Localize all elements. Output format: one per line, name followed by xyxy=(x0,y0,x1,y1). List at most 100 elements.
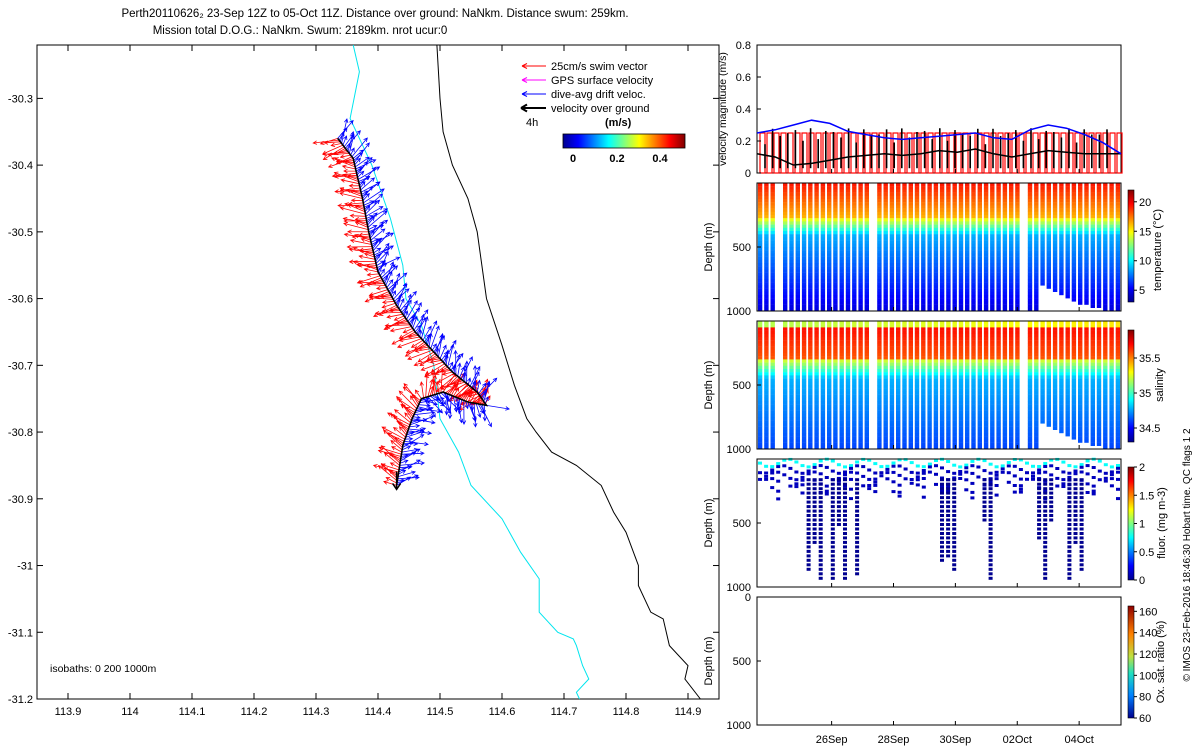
data-point xyxy=(783,413,788,418)
data-point xyxy=(965,304,970,308)
data-point xyxy=(1059,237,1064,241)
data-point xyxy=(808,333,813,338)
data-point xyxy=(808,231,813,235)
data-point xyxy=(921,413,926,418)
data-point xyxy=(914,266,920,270)
data-point xyxy=(1103,266,1108,270)
swim-arrow xyxy=(347,203,366,213)
data-point xyxy=(977,205,982,209)
data-point xyxy=(983,436,989,440)
data-point xyxy=(814,365,819,370)
data-point xyxy=(1052,343,1058,347)
data-point xyxy=(764,234,769,238)
swim-arrow xyxy=(340,178,360,185)
data-point xyxy=(814,221,819,225)
data-point xyxy=(864,240,869,244)
data-point xyxy=(795,195,800,200)
data-point xyxy=(1046,381,1051,386)
data-point xyxy=(808,291,813,296)
data-point xyxy=(1046,250,1051,254)
data-point xyxy=(814,247,819,251)
data-point xyxy=(977,343,982,347)
data-point xyxy=(1065,275,1070,280)
data-point xyxy=(1096,288,1102,292)
data-point xyxy=(883,407,888,411)
data-point xyxy=(914,439,920,443)
data-point xyxy=(939,237,945,241)
data-point xyxy=(946,375,951,379)
data-point xyxy=(977,433,982,437)
data-point xyxy=(971,263,976,267)
data-point xyxy=(783,269,788,273)
data-point xyxy=(965,195,970,200)
data-point xyxy=(1115,359,1121,363)
data-point xyxy=(977,378,982,382)
data-point xyxy=(971,304,976,308)
data-point xyxy=(795,227,800,232)
data-point xyxy=(908,429,913,434)
data-point xyxy=(902,401,907,405)
data-point xyxy=(864,356,869,360)
drift-arrow xyxy=(362,185,373,199)
data-point xyxy=(933,189,939,193)
data-point xyxy=(1084,231,1089,235)
data-point xyxy=(1046,375,1051,379)
data-point xyxy=(801,417,807,421)
data-point xyxy=(971,279,976,283)
data-point xyxy=(1115,269,1121,273)
data-point xyxy=(1002,195,1008,200)
data-point xyxy=(764,433,769,437)
data-point xyxy=(983,211,989,216)
data-point xyxy=(1002,247,1008,251)
data-point xyxy=(1002,269,1008,273)
data-point xyxy=(757,346,763,350)
data-point xyxy=(896,195,901,200)
data-point xyxy=(1009,439,1014,443)
data-point xyxy=(764,474,769,478)
data-point xyxy=(946,272,951,276)
data-point xyxy=(971,372,976,376)
data-point xyxy=(764,240,769,244)
swim-arrow xyxy=(343,232,371,239)
data-point xyxy=(996,307,1001,312)
data-point xyxy=(902,327,907,331)
drift-arrow xyxy=(386,279,394,288)
data-point xyxy=(1015,295,1020,299)
map-y-tick-label: -31 xyxy=(17,561,33,573)
data-point xyxy=(1015,442,1020,446)
data-point xyxy=(1002,272,1008,276)
data-point xyxy=(1015,337,1020,341)
data-point xyxy=(965,375,970,379)
data-point xyxy=(1040,253,1045,257)
data-point xyxy=(1034,195,1039,200)
data-point xyxy=(1034,410,1039,414)
data-point xyxy=(1009,250,1014,254)
data-point xyxy=(1109,189,1114,193)
data-point xyxy=(983,282,989,286)
data-point xyxy=(1103,404,1108,408)
data-point xyxy=(839,208,844,212)
data-point xyxy=(996,337,1001,341)
data-point xyxy=(1078,279,1083,283)
data-point xyxy=(939,394,945,398)
data-point xyxy=(921,378,926,382)
data-point xyxy=(839,263,844,267)
data-point xyxy=(983,304,989,308)
data-point xyxy=(1084,224,1089,228)
data-point xyxy=(1052,208,1058,212)
data-point xyxy=(1090,272,1095,276)
data-point xyxy=(1027,275,1033,280)
data-point xyxy=(1009,442,1014,446)
data-point xyxy=(795,413,800,418)
data-point xyxy=(1027,397,1033,402)
data-point xyxy=(820,369,826,373)
data-point xyxy=(1027,385,1033,389)
data-point xyxy=(814,401,819,405)
data-point xyxy=(1027,189,1033,193)
data-point xyxy=(1090,330,1095,334)
data-point xyxy=(833,269,838,273)
data-point xyxy=(808,250,813,254)
data-point xyxy=(990,436,995,440)
data-point xyxy=(783,215,788,219)
data-point xyxy=(783,404,788,408)
